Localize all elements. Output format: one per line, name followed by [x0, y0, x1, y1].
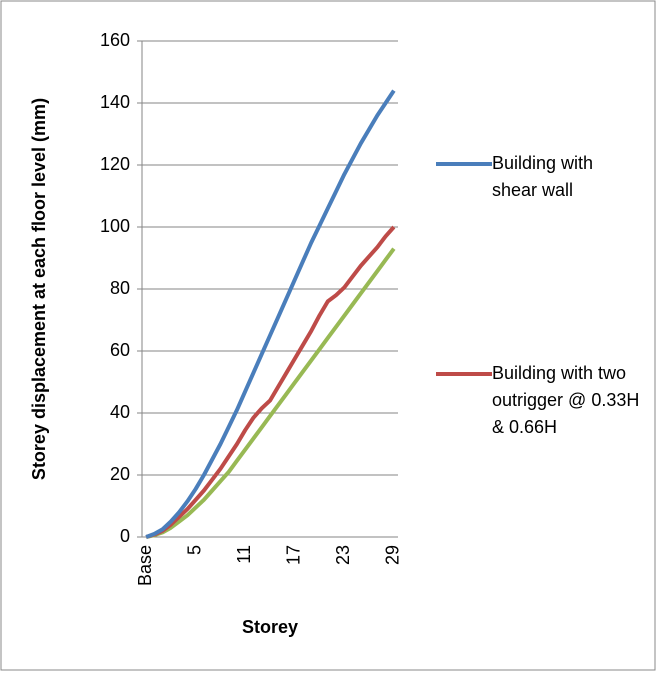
- x-tick-label: 17: [284, 545, 304, 565]
- legend-swatch: [436, 162, 492, 166]
- x-tick-label: 11: [234, 545, 254, 564]
- legend-label: Building with two outrigger @ 0.33H & 0.…: [492, 363, 640, 437]
- legend-swatch: [436, 372, 492, 376]
- series-line: [145, 225, 396, 539]
- x-tick-label: 5: [184, 545, 204, 555]
- legend-item: Building with two outrigger @ 0.33H & 0.…: [436, 360, 642, 441]
- x-tick-label: 23: [333, 545, 353, 565]
- y-tick-label: 60: [110, 340, 130, 360]
- legend-item: Building with shear wall: [436, 150, 642, 204]
- y-axis-title: Storey displacement at each floor level …: [29, 98, 49, 480]
- series-line: [145, 247, 396, 539]
- y-tick-label: 0: [120, 526, 130, 546]
- x-tick-label: 29: [383, 545, 403, 565]
- y-tick-label: 100: [100, 216, 130, 236]
- x-axis-title: Storey: [242, 617, 298, 637]
- legend-label: Building with shear wall: [492, 153, 594, 200]
- y-tick-label: 120: [100, 154, 130, 174]
- y-tick-label: 140: [100, 92, 130, 112]
- y-tick-label: 160: [100, 30, 130, 50]
- y-tick-label: 80: [110, 278, 130, 298]
- x-tick-label: Base: [135, 545, 155, 586]
- y-tick-label: 20: [110, 464, 130, 484]
- series-line: [145, 89, 396, 539]
- y-tick-label: 40: [110, 402, 130, 422]
